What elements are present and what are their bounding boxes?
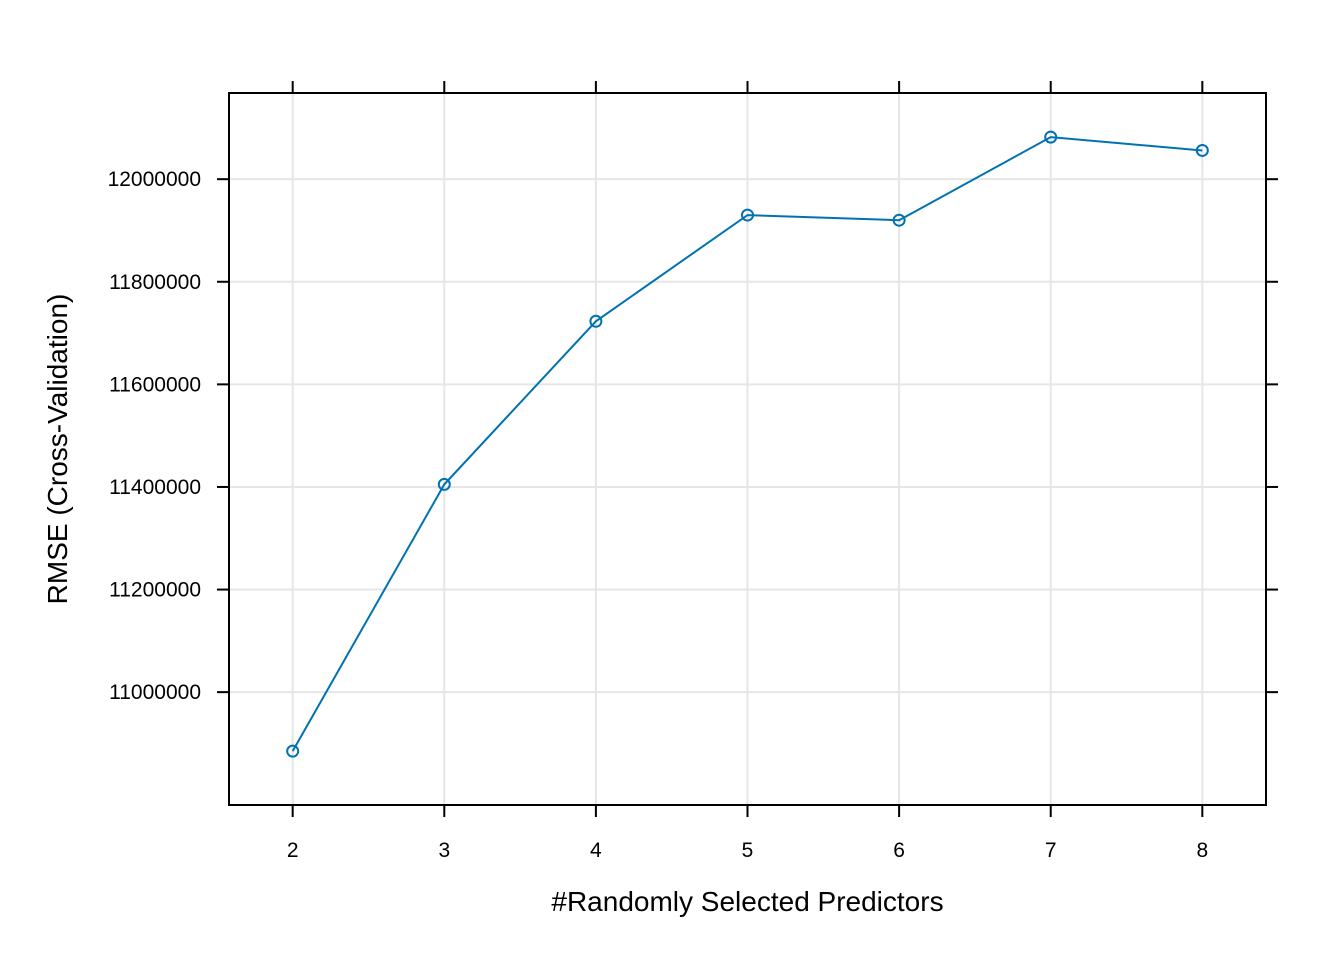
data-point [589, 314, 603, 328]
x-tick-label: 5 [742, 839, 754, 862]
series-line [291, 136, 1203, 752]
data-point [437, 477, 451, 491]
data-point [286, 744, 300, 758]
y-tick-label: 11800000 [109, 271, 201, 294]
data-point [1195, 143, 1209, 157]
x-axis-title: #Randomly Selected Predictors [551, 886, 943, 917]
data-point [1044, 130, 1058, 144]
x-tick-label: 2 [287, 839, 299, 862]
x-tick-label: 6 [893, 839, 905, 862]
data-point [892, 213, 906, 227]
y-tick-label: 11000000 [109, 681, 201, 704]
y-tick-label: 11200000 [109, 579, 201, 602]
x-tick-label: 4 [590, 839, 602, 862]
x-tick-label: 7 [1045, 839, 1057, 862]
data-point [741, 208, 754, 222]
axis-ticks: 2 3 4 5 6 7 8 11000000 11200000 11400000 11600000 1… [108, 81, 1278, 862]
grid-lines [229, 93, 1266, 805]
y-tick-label: 11600000 [109, 373, 201, 396]
y-tick-label: 11400000 [109, 476, 201, 499]
y-axis-title: RMSE (Cross-Validation) [42, 294, 73, 605]
series-group [286, 130, 1209, 758]
x-tick-label: 8 [1196, 839, 1208, 862]
y-tick-label: 12000000 [108, 168, 201, 191]
x-tick-label: 3 [438, 839, 450, 862]
